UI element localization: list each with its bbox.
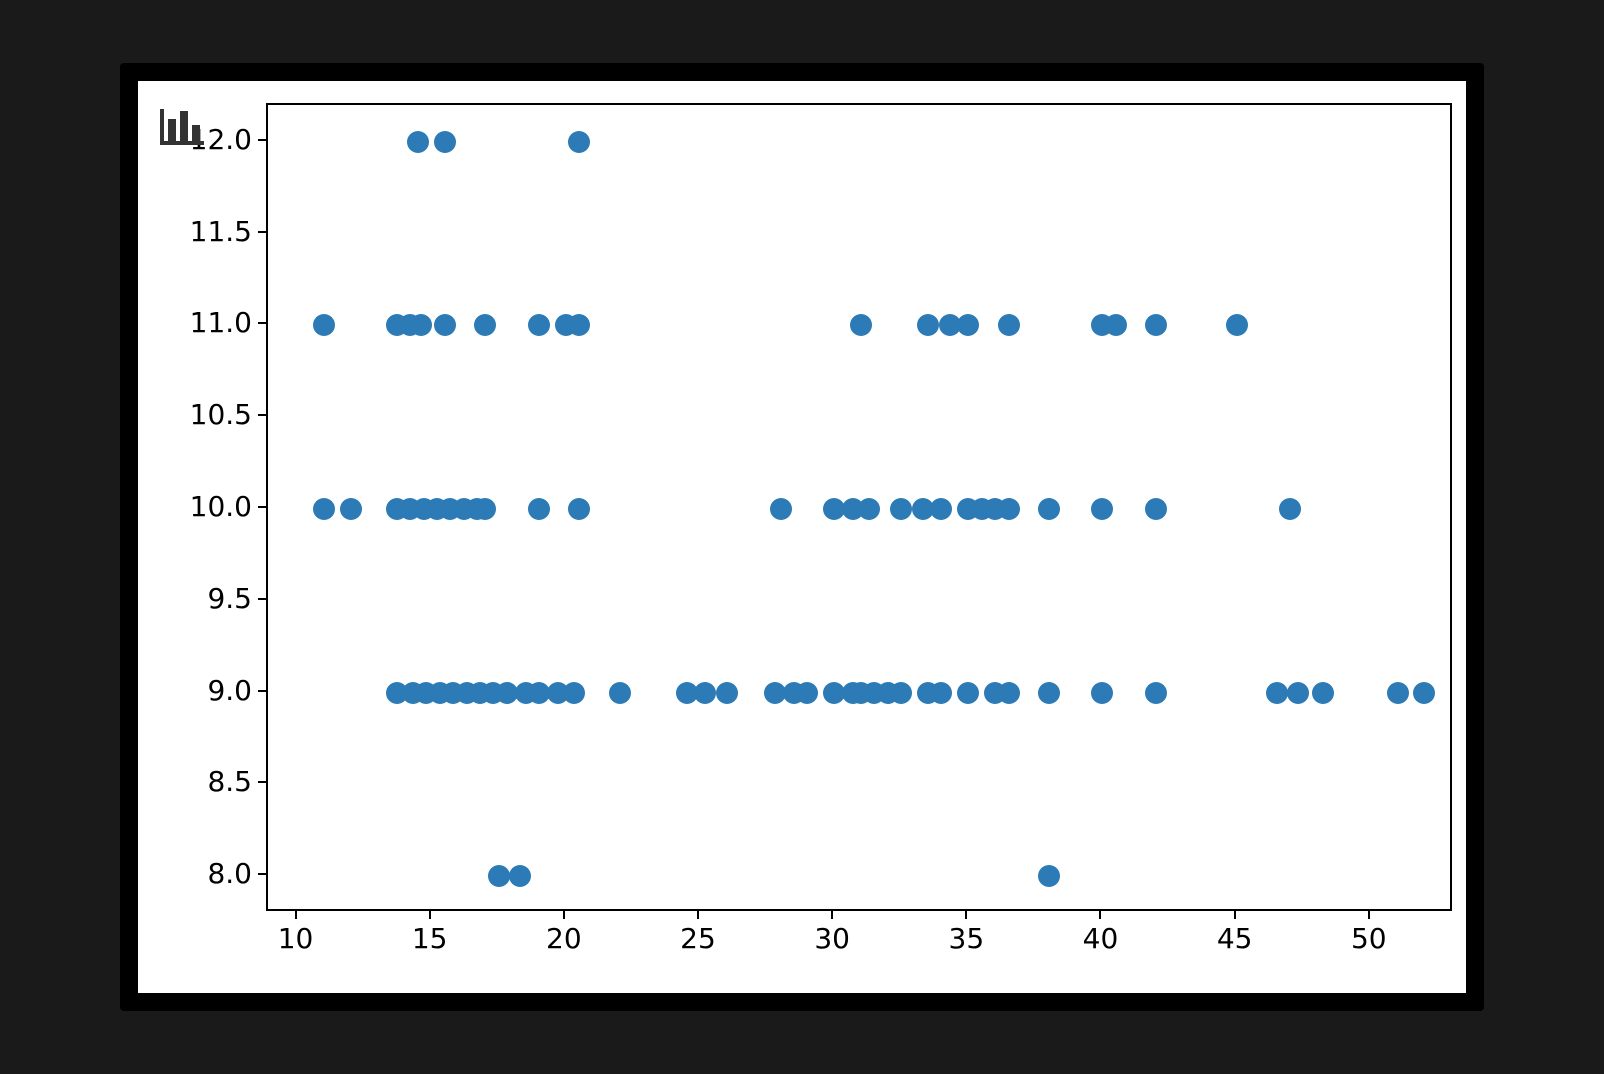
data-point [998,682,1020,704]
chart-canvas: 10 15 20 25 30 35 40 45 50 8.0 8.5 9.0 9.5 10.0 10.5 11… [138,81,1466,993]
data-point [1279,498,1301,520]
data-point [930,682,952,704]
x-tick-label: 50 [1351,925,1387,953]
x-tick-mark [563,911,565,919]
data-point [890,682,912,704]
data-point [1145,314,1167,336]
data-point [1145,682,1167,704]
bar-chart-icon [160,109,204,145]
data-point [1091,498,1113,520]
x-tick-label: 35 [949,925,985,953]
x-tick-mark [295,911,297,919]
x-tick-mark [965,911,967,919]
data-point [313,498,335,520]
data-point [858,498,880,520]
data-point [796,682,818,704]
y-tick-mark [258,598,266,600]
y-tick-label: 11.0 [190,309,252,337]
y-tick-label: 11.5 [190,218,252,246]
x-tick-label: 30 [814,925,850,953]
y-tick-mark [258,690,266,692]
x-tick-label: 25 [680,925,716,953]
x-tick-label: 15 [412,925,448,953]
plot-area [266,103,1452,911]
y-tick-label: 9.0 [207,677,252,705]
y-tick-label: 8.0 [207,860,252,888]
x-tick-mark [1368,911,1370,919]
data-point [568,131,590,153]
data-point [568,498,590,520]
data-point [1038,682,1060,704]
data-point [1312,682,1334,704]
y-tick-mark [258,506,266,508]
data-point [957,682,979,704]
y-tick-mark [258,139,266,141]
data-point [716,682,738,704]
data-point [474,314,496,336]
x-tick-mark [429,911,431,919]
data-point [850,314,872,336]
data-point [957,314,979,336]
y-tick-mark [258,231,266,233]
x-tick-mark [1234,911,1236,919]
data-point [1105,314,1127,336]
data-point [917,314,939,336]
x-tick-mark [831,911,833,919]
y-tick-label: 10.5 [190,401,252,429]
data-point [434,314,456,336]
data-point [1038,498,1060,520]
data-point [1266,682,1288,704]
data-point [1091,682,1113,704]
y-tick-mark [258,322,266,324]
data-point [1287,682,1309,704]
x-tick-label: 40 [1083,925,1119,953]
data-point [474,498,496,520]
data-point [1413,682,1435,704]
x-tick-mark [1099,911,1101,919]
data-point [1387,682,1409,704]
data-point [770,498,792,520]
data-point [407,131,429,153]
data-point [609,682,631,704]
y-tick-label: 10.0 [190,493,252,521]
data-point [410,314,432,336]
y-tick-label: 8.5 [207,768,252,796]
data-point [998,314,1020,336]
data-point [434,131,456,153]
y-tick-label: 9.5 [207,585,252,613]
data-point [694,682,716,704]
y-tick-mark [258,414,266,416]
x-tick-label: 45 [1217,925,1253,953]
x-tick-mark [697,911,699,919]
data-point [1226,314,1248,336]
data-point [568,314,590,336]
data-point [509,865,531,887]
data-point [998,498,1020,520]
data-point [340,498,362,520]
data-point [1038,865,1060,887]
data-point [528,314,550,336]
y-tick-mark [258,781,266,783]
data-point [563,682,585,704]
data-point [528,498,550,520]
data-point [313,314,335,336]
x-tick-label: 20 [546,925,582,953]
data-point [488,865,510,887]
data-point [890,498,912,520]
data-point [1145,498,1167,520]
x-tick-label: 10 [278,925,314,953]
chart-frame: 10 15 20 25 30 35 40 45 50 8.0 8.5 9.0 9.5 10.0 10.5 11… [120,63,1484,1011]
data-point [930,498,952,520]
y-tick-mark [258,873,266,875]
